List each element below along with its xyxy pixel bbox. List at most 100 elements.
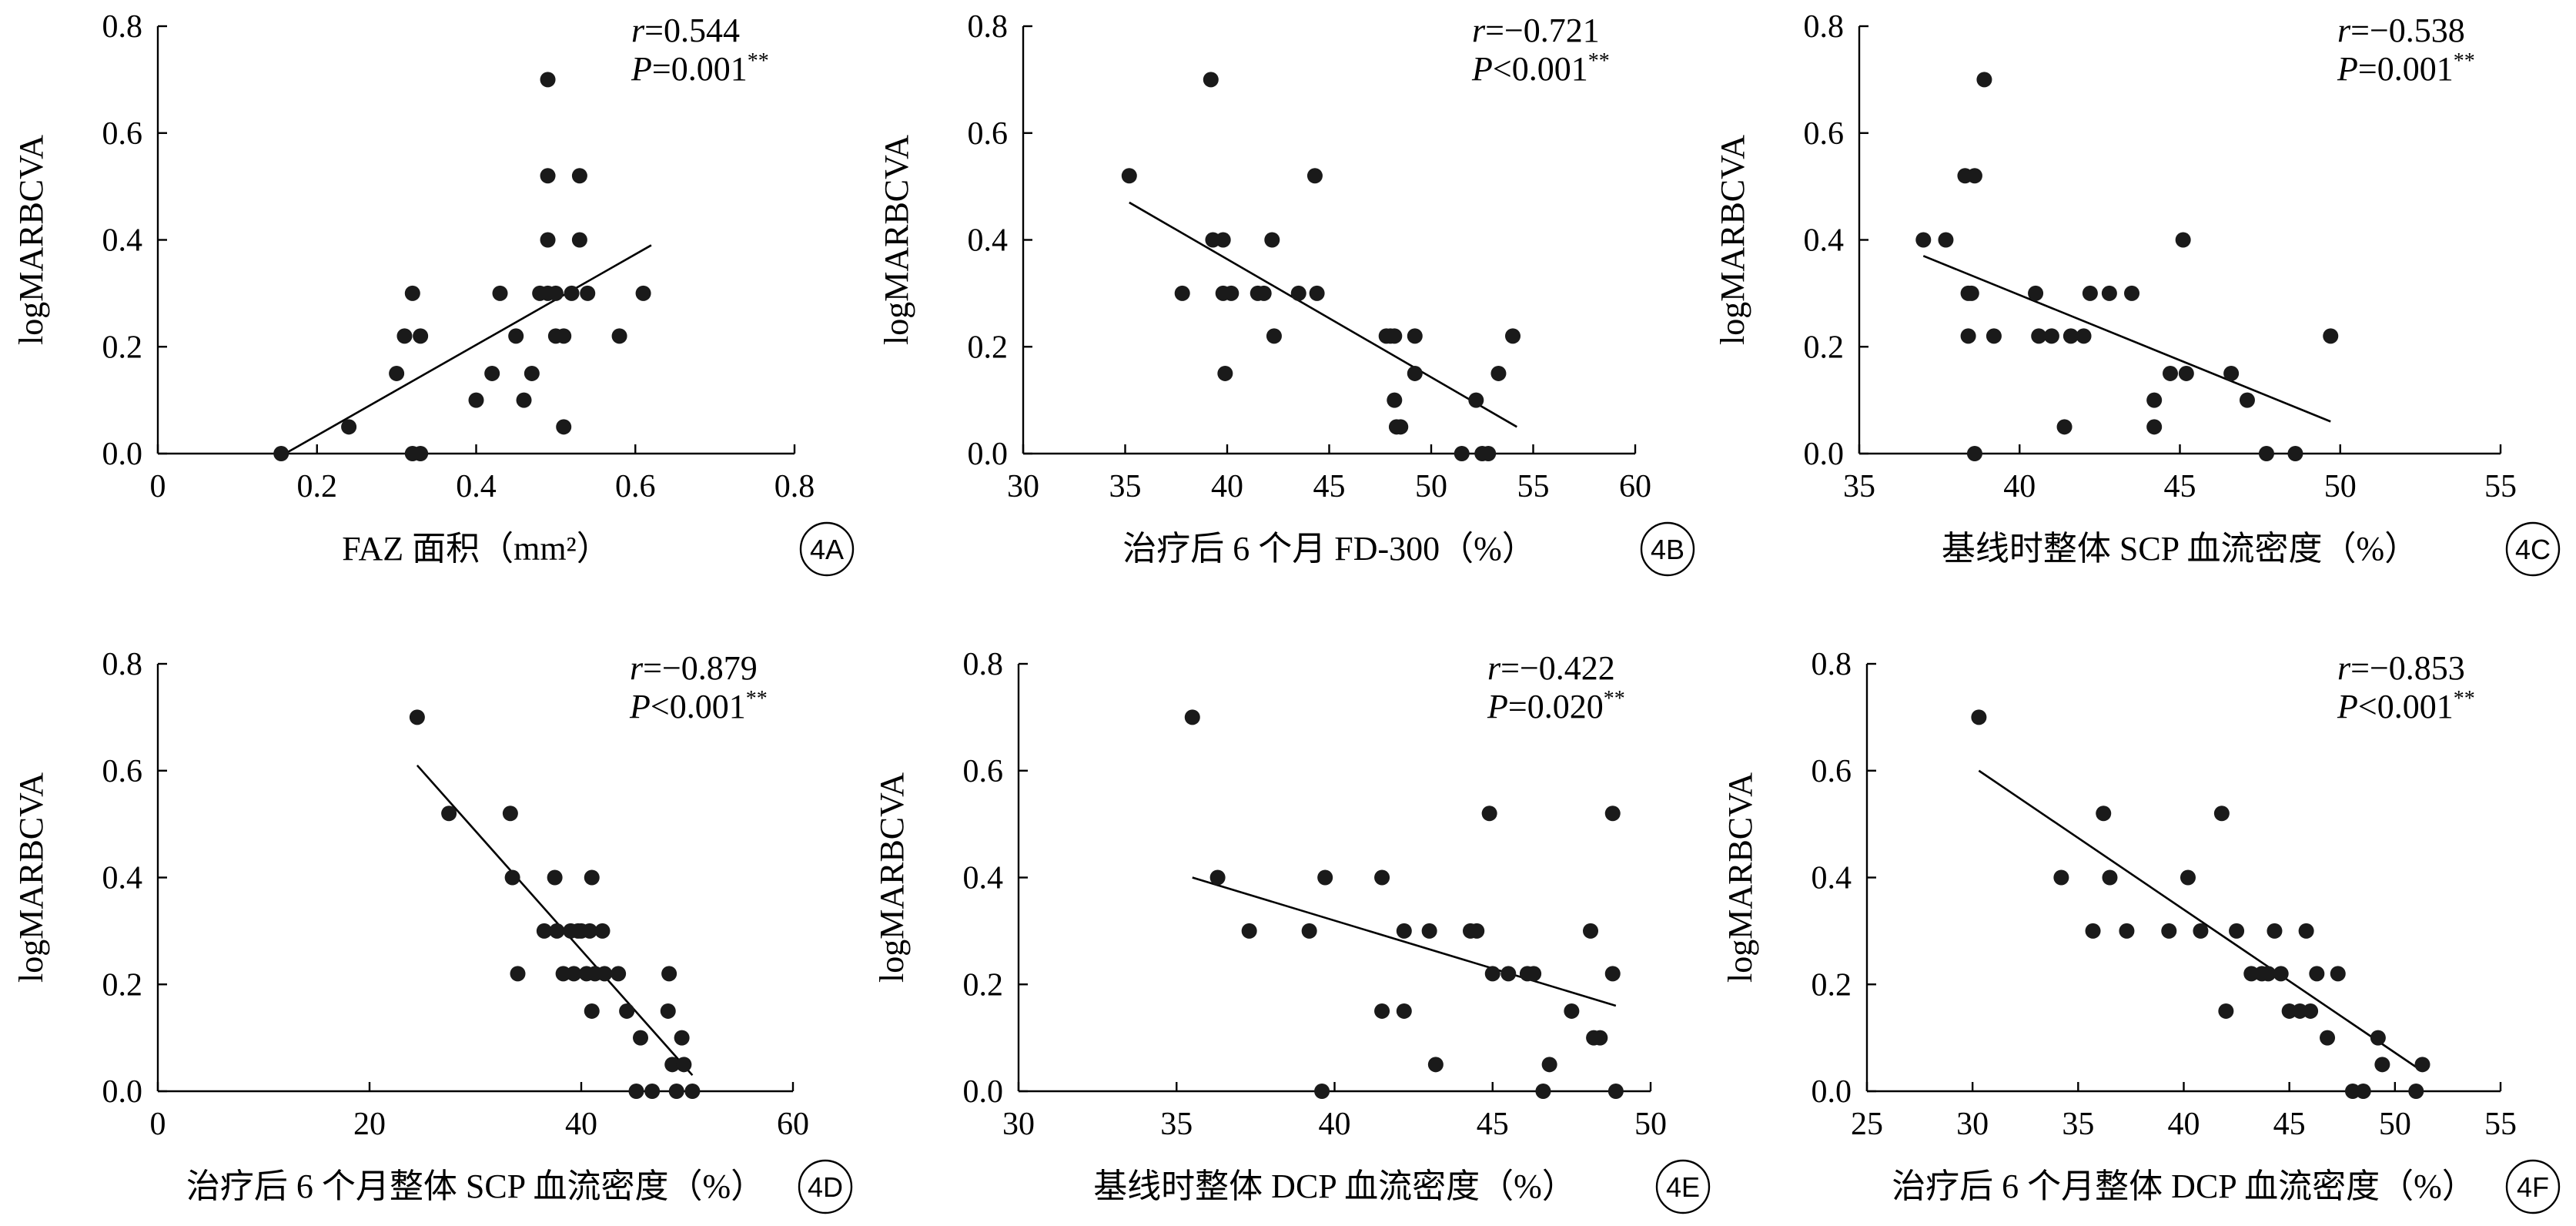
r-annotation: r=−0.422 — [1487, 649, 1615, 687]
data-point — [2146, 392, 2163, 408]
data-point — [549, 923, 565, 939]
data-point — [2076, 328, 2092, 344]
data-point — [628, 1084, 644, 1099]
data-point — [2374, 1057, 2390, 1073]
data-point — [611, 328, 627, 344]
data-point — [594, 923, 611, 939]
data-point — [1526, 966, 1542, 982]
r-label: r — [2337, 12, 2351, 49]
y-tick-label: 0.4 — [1804, 223, 1845, 259]
data-point — [2323, 328, 2339, 344]
data-point — [1971, 709, 1987, 725]
significance-marker: ** — [2454, 49, 2475, 73]
x-tick-label: 40 — [1211, 469, 1243, 504]
data-point — [1966, 446, 1982, 461]
y-tick-label: 0.8 — [1804, 9, 1845, 45]
data-point — [2175, 232, 2191, 248]
data-point — [1215, 232, 1231, 248]
significance-marker: ** — [2454, 687, 2475, 711]
y-axis-title: logMARBCVA — [12, 772, 50, 983]
x-tick-label: 40 — [2003, 469, 2036, 504]
p-annotation: P<0.001** — [1471, 49, 1610, 88]
data-point — [584, 869, 600, 886]
data-point — [2161, 923, 2177, 939]
y-tick-label: 0.2 — [1812, 967, 1852, 1003]
data-point — [2330, 966, 2346, 982]
r-annotation: r=−0.879 — [630, 649, 758, 687]
x-tick-label: 40 — [1319, 1107, 1351, 1142]
data-point — [2180, 869, 2196, 886]
x-tick-label: 0.6 — [615, 469, 656, 504]
panel-tag-label: 4B — [1651, 534, 1684, 565]
data-point — [1915, 232, 1932, 248]
data-point — [1256, 285, 1272, 301]
data-point — [1963, 285, 1979, 301]
p-annotation: P=0.001** — [2337, 49, 2475, 88]
x-axis-title: 治疗后 6 个月整体 SCP 血流密度（%） — [186, 1167, 764, 1205]
x-tick-label: 60 — [777, 1107, 809, 1142]
y-tick-label: 0.0 — [1804, 437, 1845, 472]
data-point — [2085, 923, 2101, 939]
y-tick-label: 0.8 — [102, 9, 143, 45]
data-point — [273, 446, 289, 461]
p-annotation: P=0.020** — [1487, 687, 1625, 725]
data-point — [2053, 869, 2069, 886]
p-annotation: P=0.001** — [631, 49, 769, 88]
data-point — [1481, 806, 1497, 822]
p-label: P — [631, 50, 652, 88]
regression-line — [416, 764, 694, 1077]
data-point — [540, 232, 556, 248]
y-tick-label: 0.4 — [968, 223, 1009, 259]
y-tick-label: 0.0 — [102, 437, 143, 472]
data-point — [547, 869, 563, 886]
x-tick-label: 40 — [2168, 1107, 2200, 1142]
y-tick-label: 0.6 — [968, 116, 1009, 152]
data-point — [556, 419, 572, 435]
data-point — [1393, 419, 1409, 435]
r-value: =−0.879 — [643, 649, 758, 687]
panel-tag-label: 4D — [808, 1171, 843, 1203]
data-point — [556, 328, 572, 344]
y-tick-label: 0.6 — [963, 754, 1004, 789]
data-point — [1396, 1003, 1412, 1019]
data-point — [2031, 328, 2047, 344]
data-point — [2082, 285, 2098, 301]
x-tick-label: 35 — [1843, 469, 1875, 504]
regression-line — [1192, 876, 1617, 1007]
data-point — [2370, 1030, 2386, 1046]
data-point — [1564, 1003, 1580, 1019]
panel-tag-circle — [1655, 1159, 1711, 1214]
y-tick-label: 0.4 — [1812, 861, 1852, 896]
data-point — [396, 328, 413, 344]
y-axis-title: logMARBCVA — [878, 135, 915, 345]
data-point — [516, 392, 532, 408]
data-point — [1266, 328, 1282, 344]
x-tick-label: 35 — [2062, 1107, 2094, 1142]
y-tick-label: 0.6 — [1812, 754, 1852, 789]
x-tick-label: 50 — [1415, 469, 1447, 504]
data-point — [2303, 1003, 2319, 1019]
data-point — [2028, 285, 2044, 301]
panel-tag-circle — [1640, 521, 1695, 577]
data-point — [664, 1057, 681, 1073]
data-point — [404, 285, 420, 301]
panel-4e: 0.0 0.2 0.4 0.6 0.8 30 35 40 45 50 logMARBCVA 基线时整体… — [873, 647, 1711, 1214]
panel-4d: 0.0 0.2 0.4 0.6 0.8 0 20 40 60 logMARBCVA 治疗后 6 个月… — [12, 647, 853, 1214]
p-value: =0.001 — [2358, 50, 2454, 88]
data-point — [580, 285, 596, 301]
y-tick-label: 0.8 — [968, 9, 1009, 45]
x-tick-label: 50 — [2324, 469, 2357, 504]
y-tick-label: 0.6 — [102, 754, 143, 789]
data-point — [2292, 1003, 2308, 1019]
y-tick-label: 0.0 — [1812, 1074, 1852, 1110]
data-point — [1314, 1084, 1330, 1099]
r-label: r — [631, 12, 645, 49]
data-point — [2287, 446, 2303, 461]
data-point — [2119, 923, 2135, 939]
data-point — [1505, 328, 1521, 344]
regression-line — [1978, 769, 2421, 1071]
y-tick-label: 0.4 — [963, 861, 1004, 896]
data-point — [1986, 328, 2002, 344]
p-annotation: P<0.001** — [629, 687, 768, 725]
data-point — [1960, 328, 1976, 344]
